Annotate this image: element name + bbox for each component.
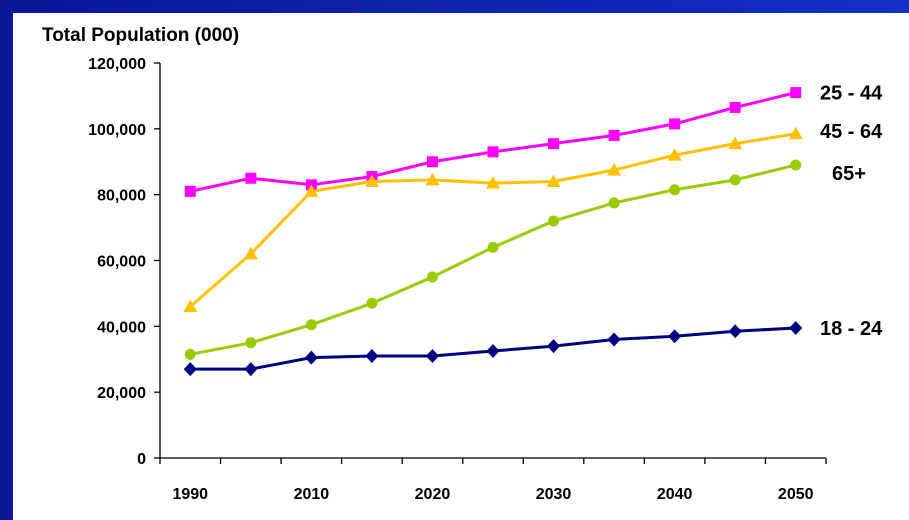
data-point-circle: [729, 174, 741, 186]
data-point-diamond: [365, 348, 379, 363]
data-point-diamond: [244, 362, 258, 377]
y-tick-label: 100,000: [88, 122, 146, 139]
x-tick-label: 2020: [415, 486, 451, 503]
data-point-square: [669, 118, 681, 130]
series-65-: 65+: [184, 159, 866, 360]
data-point-triangle: [546, 174, 561, 187]
chart-title: Total Population (000): [42, 25, 239, 46]
data-point-diamond: [607, 332, 621, 347]
data-point-square: [790, 87, 802, 99]
series-label: 25 - 44: [820, 83, 883, 105]
x-tick-label: 2050: [778, 486, 814, 503]
data-point-circle: [669, 184, 681, 196]
data-point-diamond: [789, 320, 803, 335]
data-point-triangle: [788, 126, 803, 140]
data-point-circle: [608, 197, 620, 209]
data-point-diamond: [728, 324, 742, 339]
data-point-circle: [790, 159, 802, 171]
data-point-square: [608, 129, 620, 141]
data-point-square: [729, 101, 741, 113]
data-point-triangle: [364, 174, 379, 187]
series-line: [189, 132, 796, 308]
data-point-diamond: [486, 344, 500, 359]
series-line: [189, 163, 797, 356]
data-point-triangle: [304, 184, 319, 197]
series-layer: 25 - 44 45 - 64 65+ 18 - 24: [183, 83, 883, 377]
data-point-triangle: [243, 246, 258, 260]
x-tick-label: 2040: [657, 486, 693, 503]
series-45-64: 45 - 64: [183, 121, 883, 313]
data-point-diamond: [668, 329, 682, 344]
data-point-circle: [426, 271, 438, 283]
data-point-square: [548, 138, 560, 150]
series-label: 18 - 24: [820, 318, 883, 340]
data-point-circle: [245, 337, 257, 349]
series-label: 65+: [832, 163, 866, 185]
chart-axes: 0 20,000 40,000 60,000 80,000 100,000 120,000 1…: [88, 56, 827, 503]
x-tick-label: 2010: [294, 486, 330, 503]
data-point-circle: [366, 297, 378, 309]
data-point-circle: [548, 215, 560, 227]
y-tick-label: 60,000: [97, 254, 146, 271]
data-point-triangle: [183, 299, 198, 313]
data-point-triangle: [425, 172, 440, 186]
chart-panel: [13, 13, 909, 520]
y-tick-label: 20,000: [97, 385, 146, 402]
x-tick-label: 2030: [536, 486, 572, 503]
data-point-triangle: [667, 148, 682, 161]
data-point-diamond: [183, 362, 197, 377]
data-point-square: [184, 185, 196, 197]
y-tick-label: 40,000: [97, 319, 146, 336]
y-tick-label: 120,000: [88, 56, 146, 73]
y-tick-label: 0: [137, 451, 146, 468]
data-point-circle: [184, 348, 196, 360]
x-tick-label: 1990: [172, 486, 208, 503]
data-point-triangle: [728, 136, 743, 150]
data-point-square: [245, 172, 257, 184]
data-point-diamond: [304, 350, 318, 365]
series-25-44: 25 - 44: [184, 83, 883, 197]
data-point-diamond: [547, 339, 561, 354]
data-point-triangle: [607, 162, 622, 176]
y-tick-label: 80,000: [97, 188, 146, 205]
data-point-square: [487, 146, 499, 158]
data-point-triangle: [486, 176, 500, 189]
series-label: 45 - 64: [820, 121, 883, 143]
data-point-circle: [487, 241, 499, 253]
series-18-24: 18 - 24: [183, 318, 883, 377]
data-point-square: [426, 156, 438, 168]
data-point-circle: [305, 319, 317, 331]
data-point-diamond: [425, 348, 439, 363]
